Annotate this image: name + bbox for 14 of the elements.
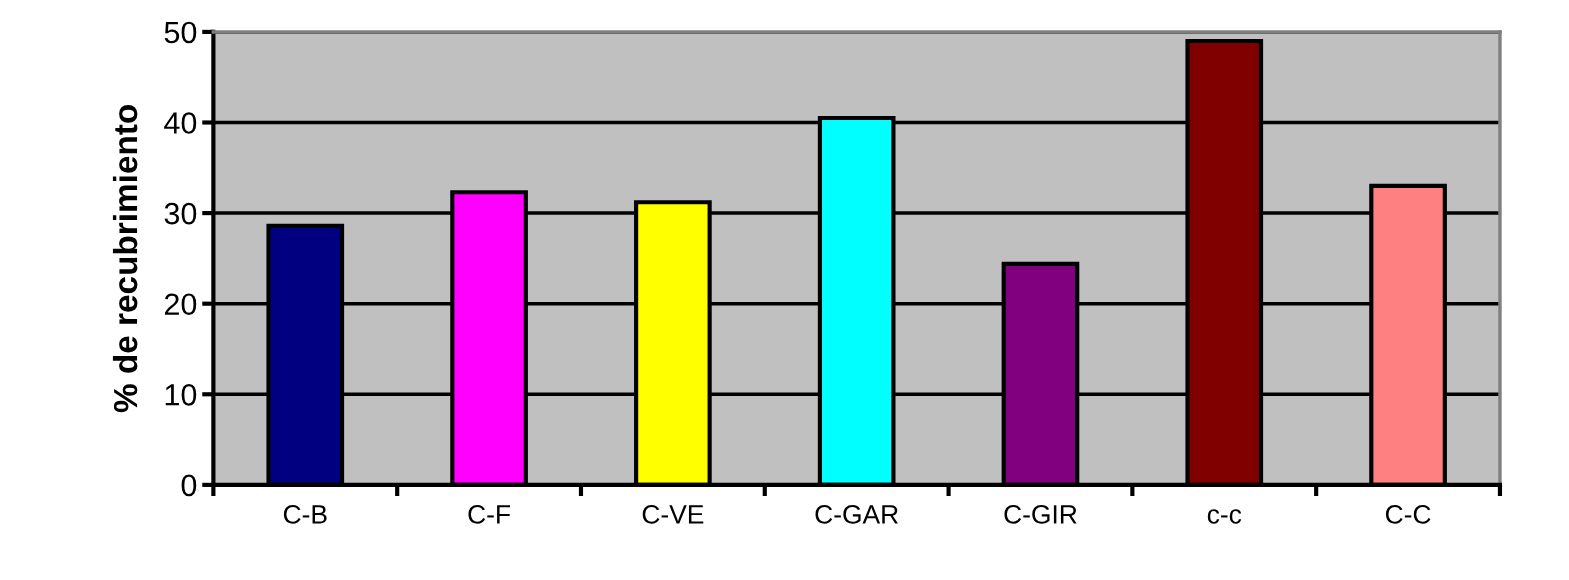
y-tick-label: 40 (164, 112, 197, 134)
x-tick-label: C-C (1385, 505, 1431, 524)
y-tick-label: 0 (181, 474, 197, 497)
x-tick-label: C-F (468, 505, 511, 524)
x-tick-label: C-VE (642, 505, 704, 524)
y-tick-label: 20 (164, 293, 197, 316)
x-tick-label: C-GIR (1004, 505, 1077, 524)
x-tick-label: C-B (283, 505, 327, 524)
x-tick-label: c-c (1207, 509, 1242, 524)
x-tick-label: C-GAR (815, 505, 898, 524)
y-tick-label: 10 (165, 384, 197, 406)
y-axis-title: % de recubrimiento (112, 105, 138, 413)
y-tick-label: 50 (164, 21, 197, 44)
y-tick-label: 30 (164, 202, 197, 225)
